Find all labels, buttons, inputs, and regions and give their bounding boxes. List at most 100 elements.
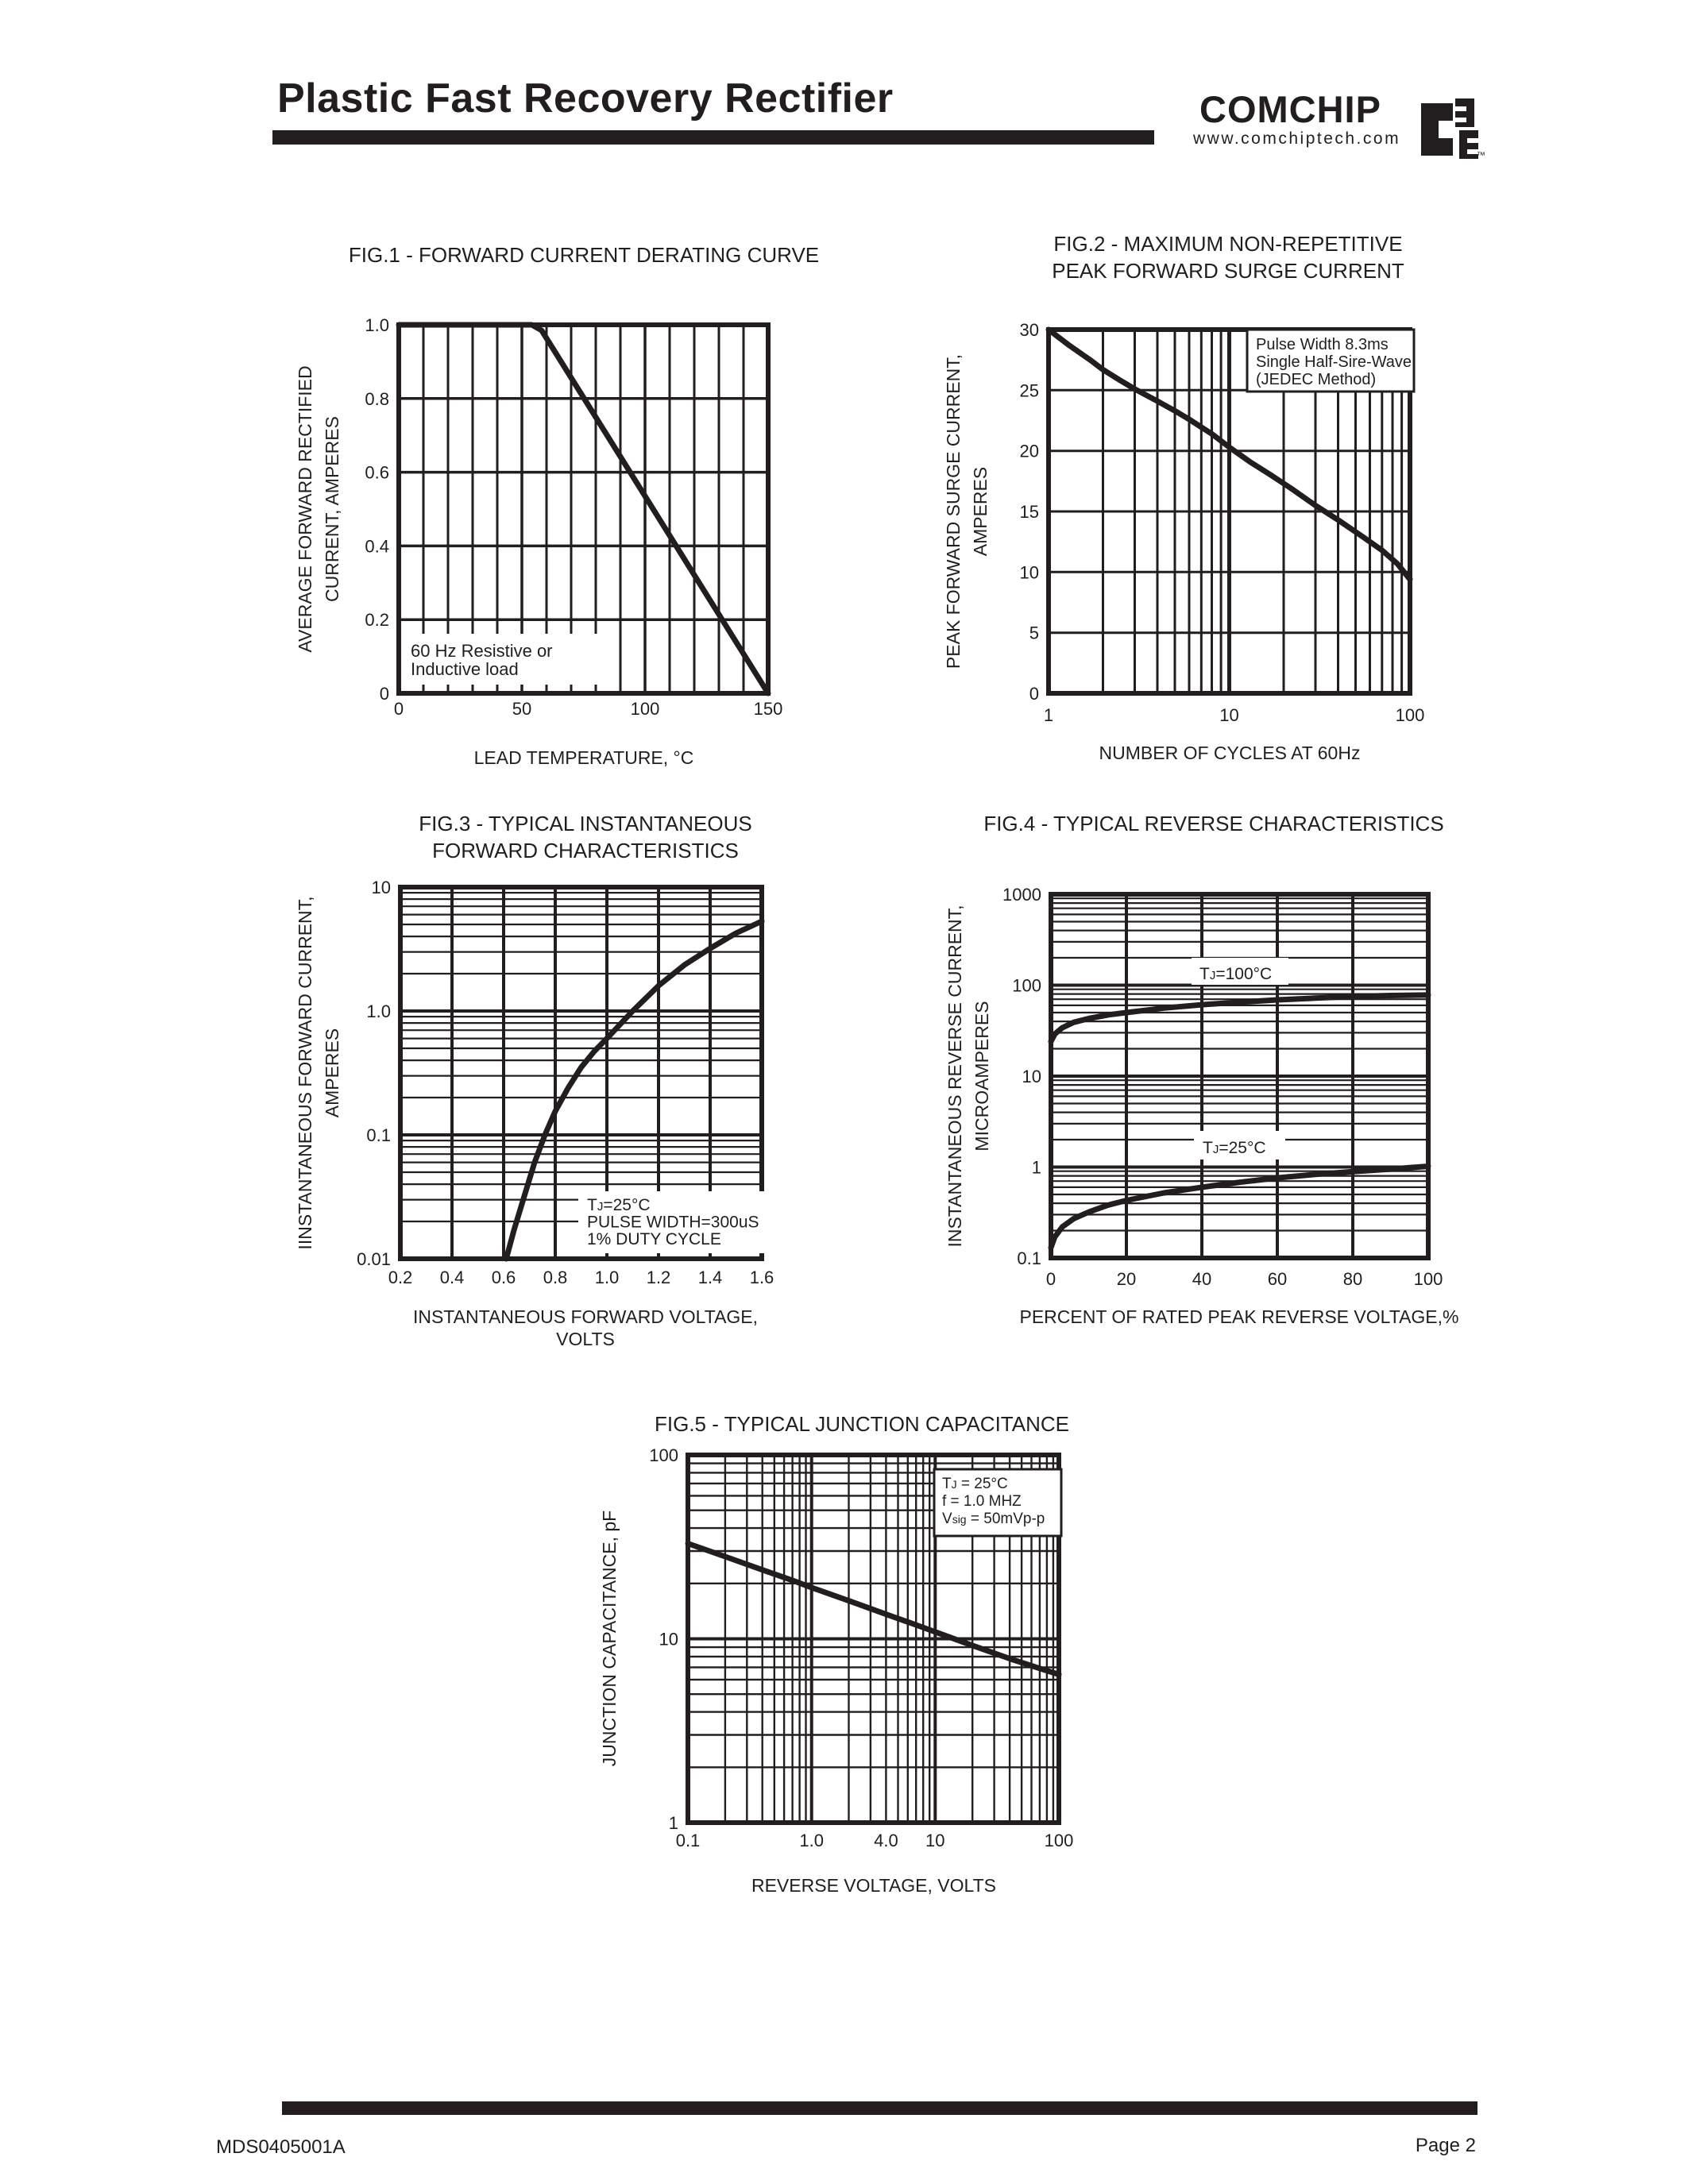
fig4-x-tick-labels: 0 20 40 60 80 100 [1046, 1269, 1443, 1289]
fig5-junction-capacitance [685, 1541, 1062, 1677]
svg-text:0.1: 0.1 [1017, 1248, 1041, 1268]
footer-rule [282, 2101, 1477, 2115]
svg-text:TJ = 25°C: TJ = 25°C [942, 1476, 1008, 1492]
fig2-xlabel-line1: NUMBER OF CYCLES AT 60Hz [1099, 743, 1361, 763]
trademark-symbol: ™ [1477, 151, 1485, 160]
svg-text:0: 0 [380, 684, 389, 704]
doc-number: MDS0405001A [216, 2136, 346, 2158]
fig5-x-tick-labels: 0.1 1.0 4.0 10 100 [676, 1831, 1074, 1850]
svg-text:1.0: 1.0 [365, 315, 389, 335]
fig3-xlabel-line2: VOLTS [556, 1329, 615, 1349]
fig4-xlabel-line1: PERCENT OF RATED PEAK REVERSE VOLTAGE,% [1020, 1306, 1459, 1327]
svg-text:1: 1 [1032, 1158, 1041, 1178]
svg-text:5: 5 [1029, 623, 1039, 643]
svg-text:0.1: 0.1 [676, 1831, 701, 1850]
svg-text:15: 15 [1020, 502, 1039, 522]
fig1-title-line1: FIG.1 - FORWARD CURRENT DERATING CURVE [349, 243, 819, 267]
svg-text:PULSE WIDTH=300uS: PULSE WIDTH=300uS [587, 1214, 759, 1232]
svg-text:Inductive load: Inductive load [411, 659, 519, 679]
fig3-y-tick-labels: 10 1.0 0.1 0.01 [357, 878, 391, 1269]
fig3-title-line1: FIG.3 - TYPICAL INSTANTANEOUS [419, 812, 751, 835]
fig4-annotation-t25-label: TJ=25°C [1194, 1131, 1285, 1160]
fig4-title-line1: FIG.4 - TYPICAL REVERSE CHARACTERISTICS [983, 812, 1443, 835]
svg-text:0.1: 0.1 [366, 1125, 391, 1145]
svg-text:1.6: 1.6 [750, 1268, 774, 1287]
svg-text:TJ=25°C: TJ=25°C [1203, 1139, 1266, 1157]
fig5-ylabel-line1: JUNCTION CAPACITANCE, pF [599, 1511, 620, 1766]
fig5-plot-border [686, 1453, 1061, 1825]
svg-text:0: 0 [394, 699, 404, 719]
fig3-title-line2: FORWARD CHARACTERISTICS [432, 839, 739, 862]
fig1-plot-border [396, 322, 771, 696]
svg-text:0.01: 0.01 [357, 1249, 391, 1269]
fig2-ylabel-line2: AMPERES [970, 467, 991, 556]
svg-text:0.6: 0.6 [365, 463, 389, 483]
comchip-logo-mark [1421, 98, 1478, 159]
svg-text:100: 100 [1045, 1831, 1074, 1850]
fig1-derating-curve [396, 322, 771, 696]
brand-name: COMCHIP [1199, 88, 1381, 130]
svg-text:(JEDEC Method): (JEDEC Method) [1256, 371, 1376, 388]
svg-text:100: 100 [1396, 705, 1425, 725]
fig4-plot-border [1049, 892, 1431, 1260]
svg-text:100: 100 [649, 1445, 678, 1465]
svg-text:1.0: 1.0 [595, 1268, 620, 1287]
fig1-grid [399, 325, 768, 693]
fig3-grid [400, 887, 762, 1259]
fig4-reverse-current-tj-100c [1048, 992, 1431, 1044]
svg-text:20: 20 [1117, 1269, 1136, 1289]
svg-text:1.4: 1.4 [698, 1268, 723, 1287]
fig2-surge-current [1045, 326, 1413, 582]
svg-text:10: 10 [1219, 705, 1238, 725]
svg-text:50: 50 [512, 699, 531, 719]
fig3-forward-characteristic [503, 918, 765, 1262]
fig5-y-tick-labels: 100 10 1 [649, 1445, 678, 1833]
title-underline [272, 130, 1154, 145]
svg-text:4.0: 4.0 [874, 1831, 898, 1850]
fig4-chart: TJ=100°C TJ=25°C FIG.4 - TYPICAL REVERSE C… [944, 812, 1458, 1327]
fig4-y-tick-labels: 1000 100 10 1 0.1 [1002, 885, 1041, 1268]
fig3-xlabel-line1: INSTANTANEOUS FORWARD VOLTAGE, [413, 1306, 758, 1327]
svg-text:0.2: 0.2 [365, 610, 389, 630]
fig2-title-line1: FIG.2 - MAXIMUM NON-REPETITIVE [1053, 232, 1402, 256]
svg-text:TJ=100°C: TJ=100°C [1199, 965, 1272, 983]
fig2-plot-border [1046, 327, 1412, 696]
svg-text:80: 80 [1343, 1269, 1362, 1289]
svg-text:150: 150 [754, 699, 783, 719]
page-title: Plastic Fast Recovery Rectifier [277, 75, 894, 122]
svg-text:TJ=25°C: TJ=25°C [587, 1196, 651, 1214]
svg-text:1000: 1000 [1002, 885, 1041, 905]
svg-text:25: 25 [1020, 380, 1039, 400]
svg-text:1: 1 [669, 1813, 678, 1833]
svg-text:0.4: 0.4 [365, 536, 389, 556]
fig2-ylabel-line1: PEAK FORWARD SURGE CURRENT, [943, 354, 964, 669]
fig2-y-tick-labels: 30 25 20 15 10 5 0 [1020, 320, 1039, 704]
svg-text:0.8: 0.8 [365, 389, 389, 409]
svg-text:f = 1.0 MHZ: f = 1.0 MHZ [942, 1493, 1022, 1510]
page-number: Page 2 [1415, 2135, 1476, 2156]
fig4-annotation-t100-label: TJ=100°C [1192, 958, 1288, 985]
svg-text:1: 1 [1044, 705, 1053, 725]
fig2-title-line2: PEAK FORWARD SURGE CURRENT [1052, 259, 1404, 283]
svg-text:10: 10 [1020, 562, 1039, 582]
svg-text:100: 100 [1012, 976, 1041, 996]
svg-text:1.0: 1.0 [366, 1001, 391, 1021]
fig4-ylabel-line2: MICROAMPERES [971, 1001, 992, 1151]
svg-text:0: 0 [1046, 1269, 1056, 1289]
fig1-ylabel-line1: AVERAGE FORWARD RECTIFIED [295, 365, 315, 652]
fig4-ylabel-line1: INSTANTANEOUS REVERSE CURRENT, [944, 905, 965, 1247]
svg-text:0.4: 0.4 [440, 1268, 465, 1287]
svg-text:Pulse Width 8.3ms: Pulse Width 8.3ms [1256, 336, 1389, 353]
fig3-plot-border [398, 885, 764, 1261]
svg-text:Vsig = 50mVp-p: Vsig = 50mVp-p [942, 1511, 1045, 1527]
svg-text:0: 0 [1029, 684, 1039, 704]
fig1-xlabel-line1: LEAD TEMPERATURE, °C [474, 747, 694, 768]
svg-text:100: 100 [1414, 1269, 1443, 1289]
